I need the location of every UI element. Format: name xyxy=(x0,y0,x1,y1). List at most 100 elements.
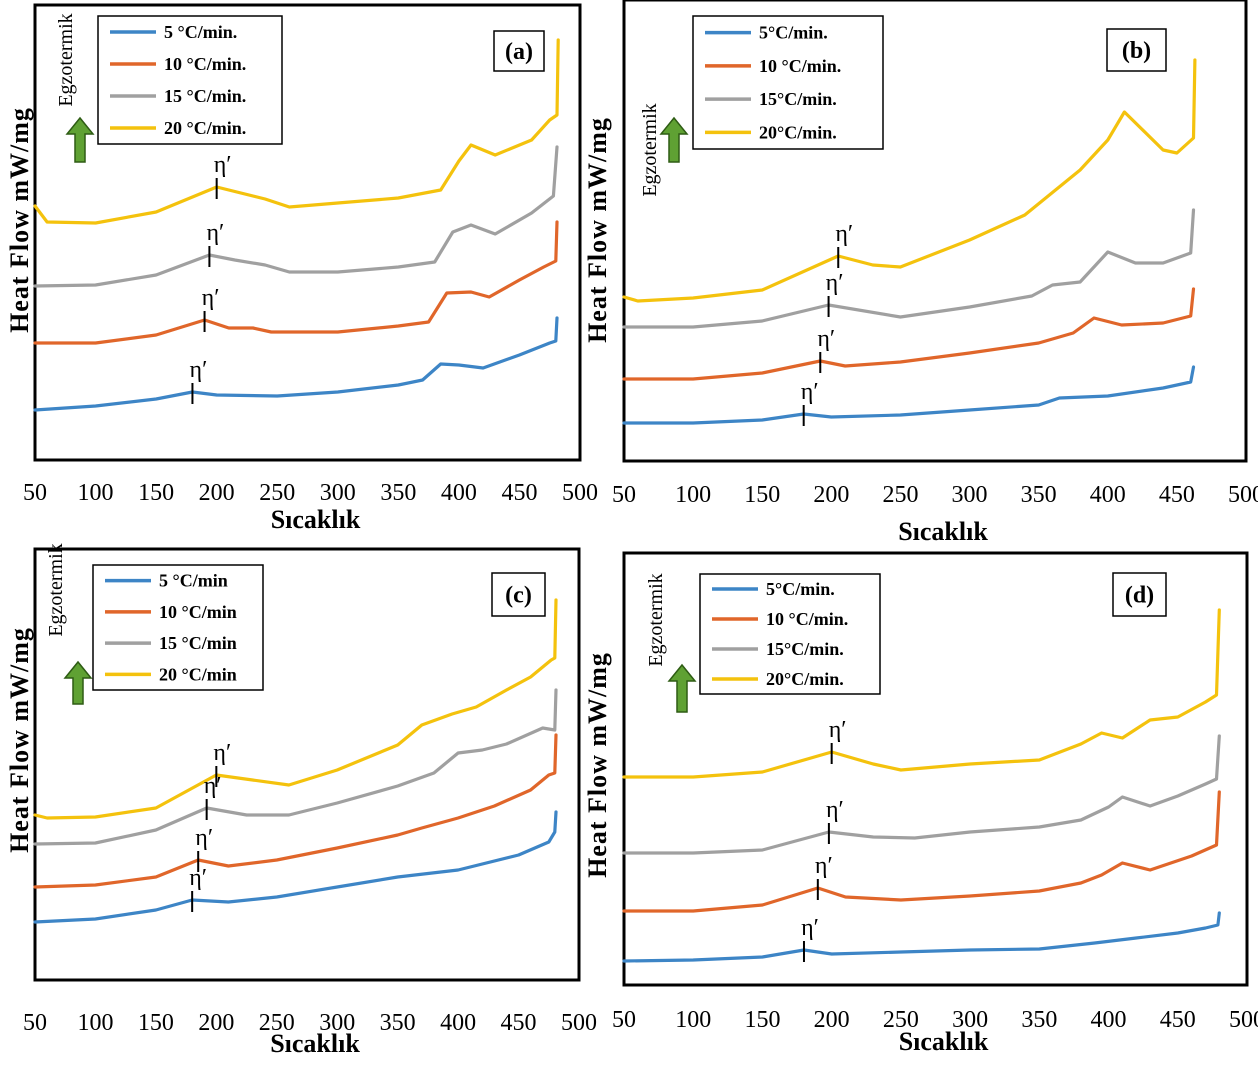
series-line-2 xyxy=(622,790,1221,913)
exothermic-label: Egzotermik xyxy=(55,13,77,106)
peak-label: η′ xyxy=(801,379,819,405)
x-tick-label: 400 xyxy=(1091,1007,1127,1033)
series-line-4 xyxy=(622,58,1197,303)
x-tick-label: 250 xyxy=(882,482,918,508)
x-tick-label: 100 xyxy=(675,482,711,508)
legend-label: 20 °C/min. xyxy=(164,118,246,138)
legend-label: 10 °C/min xyxy=(159,602,237,622)
x-tick-label: 250 xyxy=(259,480,295,506)
plot-frame xyxy=(33,3,582,462)
series-line-3 xyxy=(33,688,558,846)
chart-panel-3: η′ η′ η′ η′ 50 100 150 200 250 300 350 400 450 500 Sıc… xyxy=(5,543,597,1058)
up-arrow-icon xyxy=(659,116,689,163)
series-line-1 xyxy=(622,911,1221,963)
x-tick-label: 450 xyxy=(501,480,537,506)
up-arrow-icon xyxy=(63,660,93,705)
y-axis-label: Heat Flow mW/mg xyxy=(583,652,612,878)
x-tick-label: 450 xyxy=(501,1010,537,1036)
legend-label: 15 °C/min. xyxy=(164,86,246,106)
x-tick-label: 500 xyxy=(562,480,598,506)
x-tick-label: 400 xyxy=(440,1010,476,1036)
peak-label: η′ xyxy=(826,797,844,823)
x-tick-label: 250 xyxy=(883,1007,919,1033)
legend-box xyxy=(97,15,283,145)
legend-label: 20 °C/min xyxy=(159,664,237,684)
legend-label: 15°C/min. xyxy=(766,639,844,659)
x-tick-label: 100 xyxy=(77,1010,113,1036)
x-tick-label: 400 xyxy=(441,480,477,506)
panel-tag-box xyxy=(491,572,546,617)
y-axis-label: Heat Flow mW/mg xyxy=(583,117,612,343)
x-tick-label: 200 xyxy=(813,482,849,508)
legend-box xyxy=(92,564,264,691)
up-arrow-icon xyxy=(65,116,95,163)
chart-panel-4: η′ η′ η′ η′ 50 100 150 200 250 300 350 400 450 500 Sıc… xyxy=(583,551,1258,1056)
x-tick-label: 200 xyxy=(199,480,235,506)
x-tick-label: 250 xyxy=(259,1010,295,1036)
x-tick-label: 300 xyxy=(952,1007,988,1033)
x-tick-label: 50 xyxy=(23,480,47,506)
legend-box xyxy=(692,15,884,150)
peak-label: η′ xyxy=(835,221,853,247)
series-line-1 xyxy=(33,316,559,412)
x-tick-label: 100 xyxy=(78,480,114,506)
series-line-2 xyxy=(33,733,558,889)
legend-label: 10 °C/min. xyxy=(164,54,246,74)
x-tick-label: 150 xyxy=(138,1010,174,1036)
legend-label: 10 °C/min. xyxy=(759,56,841,76)
x-axis-label: Sıcaklık xyxy=(271,505,361,534)
peak-label: η′ xyxy=(829,717,847,743)
exothermic-label: Egzotermik xyxy=(639,103,661,196)
panel-tag-box xyxy=(1112,572,1167,617)
plot-frame xyxy=(622,551,1249,987)
legend-label: 20°C/min. xyxy=(759,122,837,142)
series-line-4 xyxy=(33,38,560,225)
series-line-4 xyxy=(33,598,558,820)
up-arrow-icon xyxy=(667,663,697,713)
x-tick-label: 100 xyxy=(675,1007,711,1033)
x-tick-label: 450 xyxy=(1159,482,1195,508)
series-line-2 xyxy=(33,220,559,345)
peak-label: η′ xyxy=(826,270,844,296)
x-tick-label: 150 xyxy=(744,1007,780,1033)
x-tick-label: 50 xyxy=(612,1007,636,1033)
peak-label: η′ xyxy=(202,285,220,311)
peak-label: η′ xyxy=(204,773,222,799)
series-line-1 xyxy=(622,365,1196,425)
legend-label: 20°C/min. xyxy=(766,669,844,689)
series-line-1 xyxy=(33,810,558,924)
peak-label: η′ xyxy=(214,152,232,178)
peak-label: η′ xyxy=(195,825,213,851)
exothermic-label: Egzotermik xyxy=(45,543,67,636)
peak-label: η′ xyxy=(815,853,833,879)
peak-label: η′ xyxy=(801,915,819,941)
x-axis-label: Sıcaklık xyxy=(270,1029,360,1058)
panel-tag: (d) xyxy=(1125,583,1154,609)
panel-tag: (b) xyxy=(1122,38,1151,64)
panel-tag: (a) xyxy=(505,39,533,65)
x-tick-label: 500 xyxy=(1228,482,1258,508)
x-axis-label: Sıcaklık xyxy=(898,517,988,546)
peak-label: η′ xyxy=(213,740,231,766)
peak-label: η′ xyxy=(817,326,835,352)
series-line-3 xyxy=(33,145,559,288)
x-axis-label: Sıcaklık xyxy=(899,1027,989,1056)
x-tick-label: 150 xyxy=(138,480,174,506)
plot-frame xyxy=(33,547,581,982)
legend-label: 5°C/min. xyxy=(759,23,828,43)
chart-panel-1: η′ η′ η′ η′ 50 100 150 200 250 300 350 400 450 500 Sıc… xyxy=(5,3,598,534)
y-axis-label: Heat Flow mW/mg xyxy=(5,627,34,853)
peak-label: η′ xyxy=(189,865,207,891)
legend-label: 5 °C/min. xyxy=(164,22,237,42)
legend-label: 5°C/min. xyxy=(766,579,835,599)
peak-label: η′ xyxy=(206,220,224,246)
panel-tag-box xyxy=(493,30,545,72)
legend-box xyxy=(699,573,881,695)
x-tick-label: 500 xyxy=(561,1010,597,1036)
series-line-3 xyxy=(622,208,1196,329)
x-tick-label: 350 xyxy=(380,1010,416,1036)
legend-label: 5 °C/min xyxy=(159,571,228,591)
plot-frame xyxy=(622,0,1248,463)
x-tick-label: 200 xyxy=(198,1010,234,1036)
